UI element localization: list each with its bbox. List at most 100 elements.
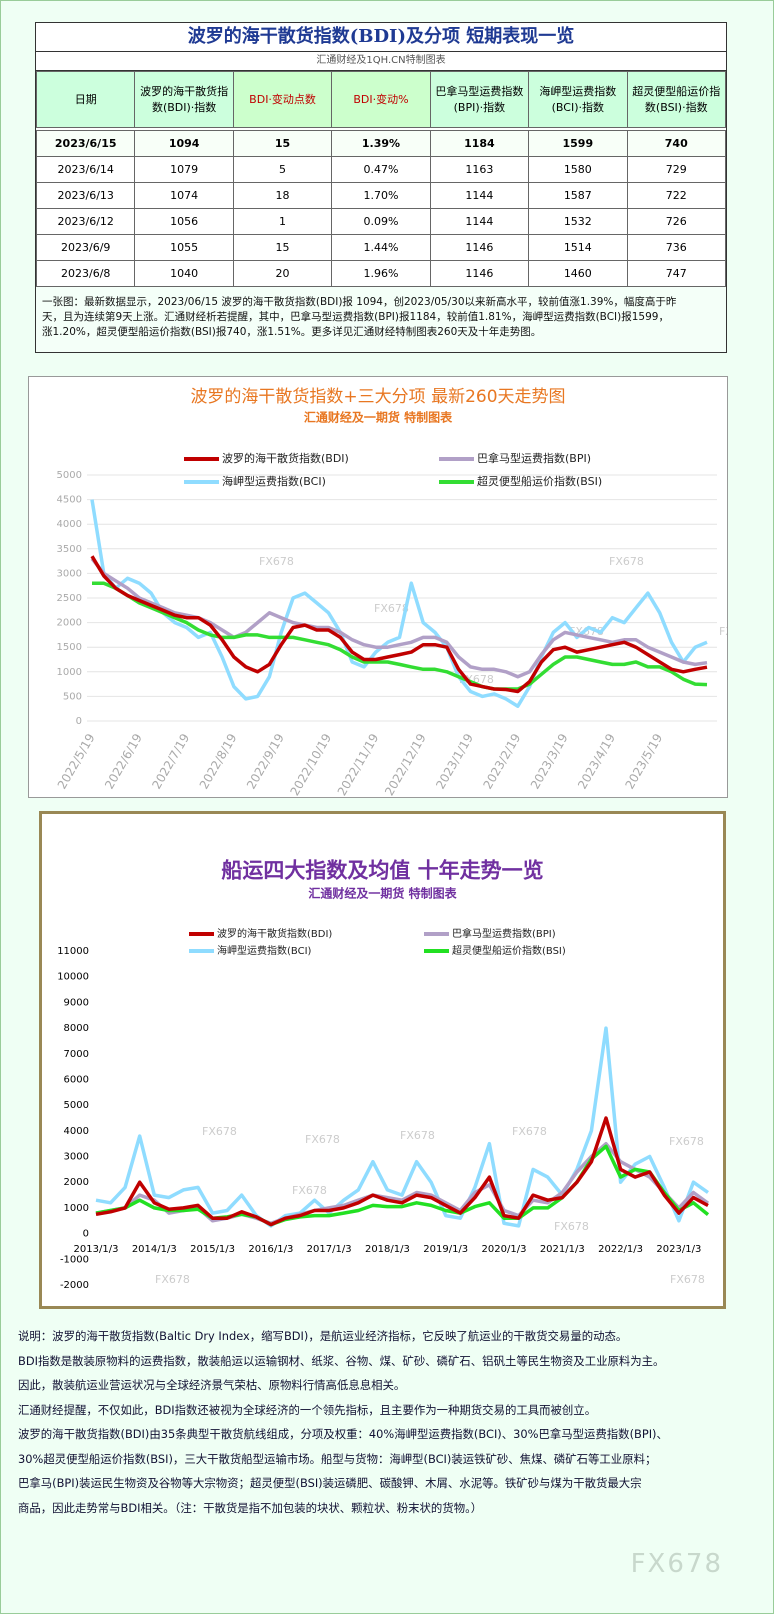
table-cell: 726 [626,208,727,235]
watermark: FX678 [512,1125,547,1138]
watermark: FX678 [719,625,728,638]
x-tick-label: 2022/6/19 [102,731,145,791]
y-tick-label: 2000 [64,1177,89,1188]
column-header: 海岬型运费指数(BCI)·指数 [528,71,628,128]
table-cell: 1 [232,208,333,235]
table-cell: 0.47% [331,156,431,183]
series-line [95,1144,710,1227]
y-tick-label: 3500 [57,544,82,555]
table-cell: 1.39% [331,130,431,157]
table-row: 2023/6/14 1079 5 0.47% 1163 1580 729 [35,156,727,183]
legend-label: 超灵便型船运价指数(BSI) [452,944,566,957]
y-tick-label: 500 [63,691,82,702]
table-subtitle: 汇通财经及1QH.CN特制图表 [36,52,726,71]
chart-subtitle: 汇通财经及一期货 特制图表 [308,886,457,901]
table-cell: 1163 [429,156,530,183]
data-table: 日期 波罗的海干散货指数(BDI)·指数 BDI·变动点数 BDI·变动% 巴拿马型运费… [35,71,727,287]
y-tick-label: 1000 [57,667,82,678]
table-row: 2023/6/15 1094 15 1.39% 1184 1599 740 [35,130,727,157]
table-cell: 1074 [134,182,234,209]
table-cell: 729 [626,156,727,183]
table-row: 2023/6/8 1040 20 1.96% 1146 1460 747 [35,260,727,287]
table-title: 波罗的海干散货指数(BDI)及分项 短期表现一览 [36,23,726,52]
y-tick-label: 1000 [64,1203,89,1214]
note-line: BDI指数是散装原物料的运费指数，散装船运以运输钢材、纸浆、谷物、煤、矿砂、磷矿… [18,1353,665,1368]
x-tick-label: 2013/1/3 [74,1244,119,1255]
x-tick-label: 2019/1/3 [423,1244,468,1255]
chart-title: 船运四大指数及均值 十年走势一览 [221,858,543,883]
x-tick-label: 2022/9/19 [244,731,287,791]
table-cell: 1146 [429,234,530,261]
series-line [95,1026,710,1228]
x-tick-label: 2023/3/19 [528,731,571,791]
y-tick-label: 3000 [57,568,82,579]
watermark: FX678 [202,1125,237,1138]
table-cell: 2023/6/8 [35,260,136,287]
table-cell: 1.70% [331,182,431,209]
x-tick-label: 2014/1/3 [132,1244,177,1255]
note-line: 巴拿马(BPI)装运民生物资及谷物等大宗物资；超灵便型(BSI)装运磷肥、碳酸钾… [18,1476,642,1490]
x-tick-label: 2022/1/3 [598,1244,643,1255]
table-cell: 15 [232,130,333,157]
table-row: 2023/6/13 1074 18 1.70% 1144 1587 722 [35,182,727,209]
chart-title: 波罗的海干散货指数+三大分项 最新260天走势图 [190,387,565,407]
watermark: FX678 [400,1129,435,1142]
y-tick-label: 4000 [64,1126,89,1137]
x-tick-label: 2022/12/19 [382,731,429,798]
y-tick-label: 2000 [57,618,82,629]
table-cell: 2023/6/15 [35,130,136,157]
note-line: 波罗的海干散货指数(BDI)由35条典型干散货航线组成，分项及权重：40%海岬型… [18,1427,668,1441]
table-cell: 740 [626,130,727,157]
y-tick-label: -1000 [60,1254,89,1265]
y-tick-label: 6000 [64,1074,89,1085]
y-tick-label: 4000 [57,519,82,530]
table-cell: 1580 [528,156,628,183]
table-cell: 1184 [429,130,530,157]
table-cell: 747 [626,260,727,287]
legend-label: 巴拿马型运费指数(BPI) [477,451,591,465]
x-tick-label: 2022/10/19 [287,731,334,798]
table-cell: 1599 [528,130,628,157]
note-line: 汇通财经提醒，不仅如此，BDI指数还被视为全球经济的一个领先指标，且主要作为一种… [18,1402,597,1417]
watermark: FX678 [609,555,644,568]
summary-text: 一张图：最新数据显示，2023/06/15 波罗的海干散货指数(BDI)报 10… [36,287,726,340]
x-tick-label: 2020/1/3 [482,1244,527,1255]
table-row: 2023/6/12 1056 1 0.09% 1144 1532 726 [35,208,727,235]
y-tick-label: 5000 [64,1100,89,1111]
watermark: FX678 [155,1273,190,1286]
column-header: 超灵便型船运价指数(BSI)·指数 [626,71,727,128]
legend-label: 波罗的海干散货指数(BDI) [222,451,349,465]
watermark: FX678 [554,1220,589,1233]
x-tick-label: 2022/8/19 [197,731,240,791]
legend-label: 巴拿马型运费指数(BPI) [452,927,556,940]
series-line [95,1116,709,1227]
x-tick-label: 2022/7/19 [149,731,192,791]
table-cell: 15 [232,234,333,261]
table-cell: 1094 [134,130,234,157]
note-line: 商品，因此走势常与BDI相关。（注：干散货是指不加包装的块状、颗粒状、粉末状的货… [18,1500,483,1515]
x-tick-label: 2023/1/3 [656,1244,701,1255]
x-tick-label: 2017/1/3 [307,1244,352,1255]
summary-line: 一张图：最新数据显示，2023/06/15 波罗的海干散货指数(BDI)报 10… [42,296,677,308]
y-tick-label: 1500 [57,642,82,653]
table-cell: 1.96% [331,260,431,287]
table-cell: 2023/6/9 [35,234,136,261]
summary-line: 涨1.20%，超灵便型船运价指数(BSI)报740，涨1.51%。更多详见汇通财… [42,326,542,338]
y-tick-label: 5000 [57,470,82,481]
y-tick-label: 3000 [64,1152,89,1163]
y-tick-label: 7000 [64,1049,89,1060]
legend-label: 海岬型运费指数(BCI) [222,474,326,488]
table-cell: 2023/6/12 [35,208,136,235]
notes: 说明：波罗的海干散货指数(Baltic Dry Index，缩写BDI)，是航运… [18,1324,668,1520]
note-line: 因此，散装航运业营运状况与全球经济景气荣枯、原物料行情高低息息相关。 [18,1378,406,1392]
table-cell: 1040 [134,260,234,287]
x-tick-label: 2022/5/19 [55,731,98,791]
table-cell: 1144 [429,182,530,209]
x-tick-label: 2023/1/19 [433,731,476,791]
table-cell: 0.09% [331,208,431,235]
y-tick-label: 4500 [57,495,82,506]
watermark: FX678 [374,602,409,615]
